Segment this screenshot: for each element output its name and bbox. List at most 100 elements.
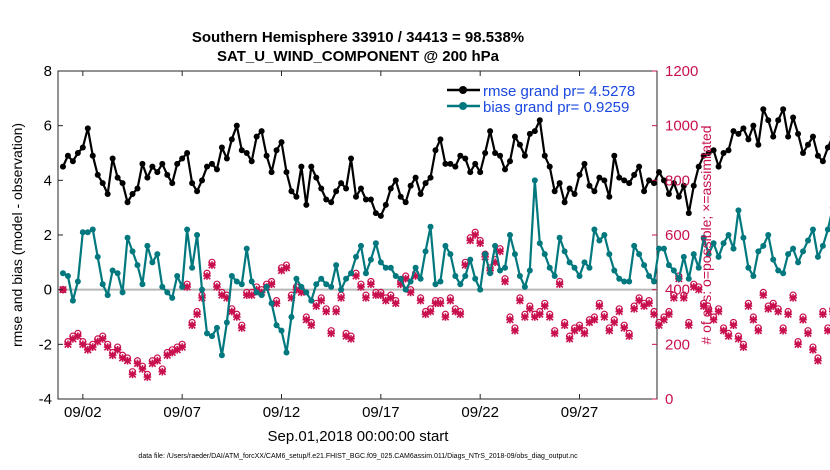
rmse-point: [765, 117, 772, 124]
bias-point: [397, 275, 404, 282]
bias-point: [124, 234, 131, 241]
bias-point: [248, 278, 255, 285]
obs-assimilated-marker: [824, 326, 830, 335]
obs-assimilated-marker: [526, 305, 534, 313]
bias-point: [601, 232, 608, 238]
rmse-point: [348, 155, 355, 162]
rmse-point: [655, 169, 662, 176]
bias-point: [422, 248, 429, 255]
rmse-point: [442, 160, 449, 167]
bias-point: [208, 333, 215, 340]
rmse-point: [333, 188, 340, 195]
obs-assimilated-marker: [545, 313, 554, 321]
rmse-point: [362, 196, 369, 203]
obs-assimilated-marker: [794, 340, 802, 349]
obs-assimilated-marker: [213, 283, 221, 291]
rmse-point: [208, 160, 215, 167]
obs-assimilated-marker: [605, 326, 614, 335]
obs-assimilated-marker: [103, 343, 112, 351]
bias-point: [303, 289, 310, 296]
bias-point: [228, 273, 235, 279]
rmse-point: [521, 152, 528, 159]
bias-point: [646, 273, 653, 279]
obs-assimilated-marker: [461, 261, 470, 269]
bias-point: [730, 245, 737, 252]
obs-assimilated-marker: [615, 307, 624, 316]
rmse-point: [268, 169, 275, 176]
bias-point: [487, 270, 494, 277]
bias-point: [770, 256, 777, 263]
bias-point: [258, 292, 265, 299]
obs-assimilated-marker: [446, 296, 455, 305]
bias-point: [795, 259, 802, 266]
obs-assimilated-marker: [689, 283, 698, 291]
bias-point: [333, 262, 340, 269]
rmse-point: [531, 128, 538, 135]
bias-point: [641, 262, 648, 269]
obs-assimilated-marker: [570, 326, 579, 335]
bias-point: [69, 297, 76, 304]
rmse-point: [735, 130, 742, 137]
rmse-point: [477, 169, 484, 176]
rmse-point: [536, 117, 543, 124]
rmse-point: [243, 150, 250, 156]
bias-point: [804, 237, 811, 244]
bias-point: [636, 251, 643, 258]
rmse-point: [179, 155, 186, 162]
bias-point: [546, 264, 553, 271]
x-tick-label: 09/17: [362, 404, 400, 421]
obs-assimilated-marker: [560, 321, 569, 329]
rmse-point: [258, 128, 265, 135]
bias-point: [482, 251, 489, 258]
legend-bias-marker: [459, 102, 467, 110]
bias-point: [561, 248, 568, 255]
bias-point: [174, 273, 181, 279]
obs-assimilated-marker: [456, 310, 465, 319]
bias-point: [159, 283, 166, 290]
obs-assimilated-marker: [600, 313, 609, 321]
bias-point: [94, 253, 101, 260]
obs-assimilated-marker: [98, 335, 107, 343]
obs-assimilated-marker: [784, 310, 792, 319]
bias-point: [64, 273, 71, 279]
rmse-point: [323, 196, 330, 203]
bias-point: [79, 229, 86, 236]
y-right-tick-label: 800: [665, 172, 690, 189]
legend-rmse-label: rmse grand pr= 4.5278: [483, 83, 635, 100]
bias-point: [755, 248, 762, 255]
rmse-point: [710, 147, 717, 154]
bias-point: [685, 275, 692, 282]
obs-assimilated-marker: [739, 343, 748, 351]
rmse-point: [680, 182, 687, 189]
obs-assimilated-marker: [670, 294, 678, 302]
obs-assimilated-marker: [362, 294, 370, 302]
rmse-point: [288, 188, 295, 195]
obs-assimilated-marker: [630, 305, 638, 313]
bias-point: [621, 278, 628, 285]
rmse-point: [556, 180, 563, 187]
obs-assimilated-marker: [665, 310, 673, 319]
rmse-point: [84, 125, 91, 132]
obs-assimilated-marker: [347, 335, 355, 343]
bias-point: [586, 264, 593, 271]
rmse-point: [427, 174, 434, 181]
rmse-point: [283, 169, 290, 176]
chart-title: Southern Hemisphere 33910 / 34413 = 98.5…: [192, 29, 524, 46]
obs-assimilated-marker: [759, 291, 768, 299]
rmse-point: [293, 193, 300, 200]
obs-assimilated-marker: [203, 272, 211, 280]
bias-point: [690, 251, 697, 258]
bias-point: [571, 264, 578, 271]
obs-assimilated-marker: [501, 277, 509, 286]
y-tick-label: 8: [44, 63, 52, 80]
y-tick-label: -4: [39, 391, 52, 408]
rmse-point: [64, 152, 71, 159]
rmse-point: [164, 171, 171, 178]
rmse-point: [104, 191, 111, 197]
bias-point: [735, 207, 742, 214]
rmse-point: [353, 193, 360, 200]
obs-assimilated-marker: [511, 326, 519, 335]
obs-assimilated-marker: [789, 294, 797, 302]
rmse-point: [814, 152, 821, 159]
obs-assimilated-marker: [769, 302, 778, 310]
